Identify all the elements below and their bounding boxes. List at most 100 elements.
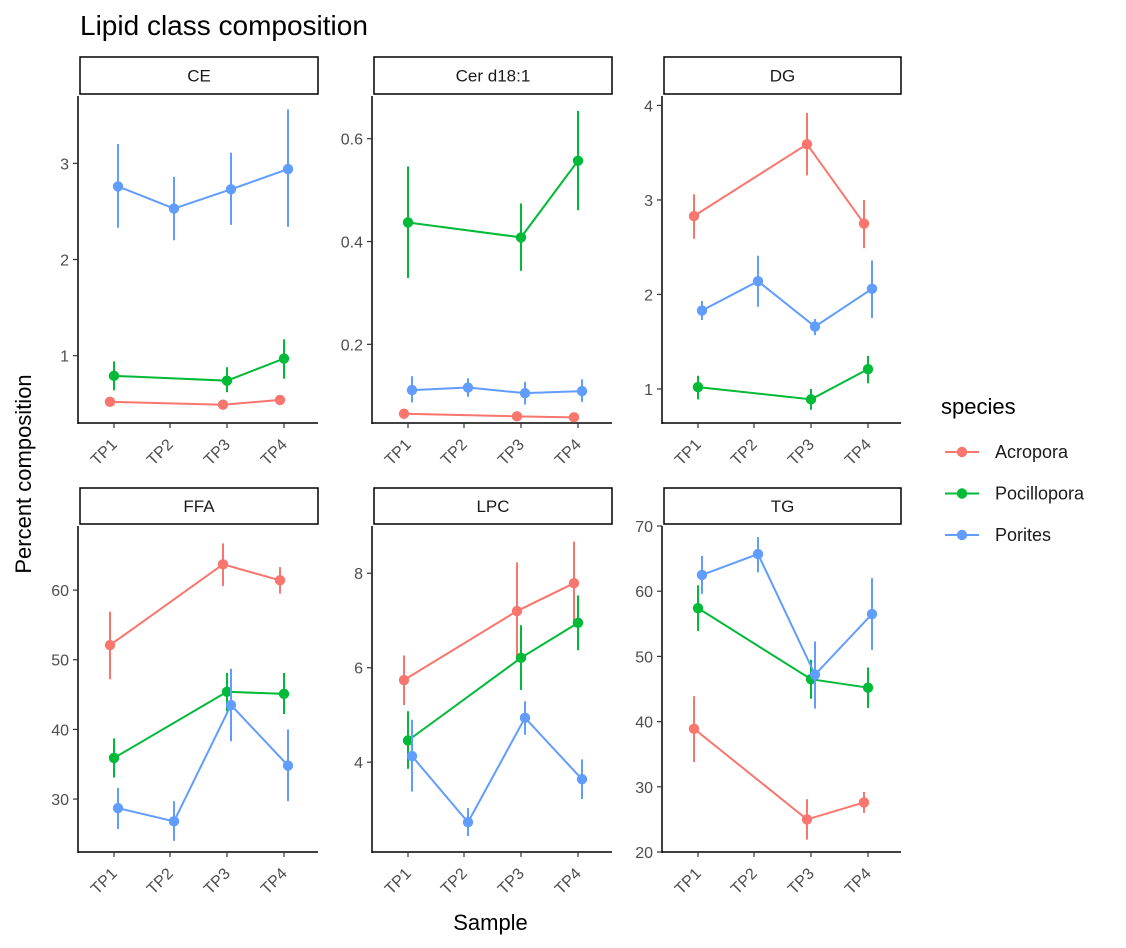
data-point-porites xyxy=(519,387,531,399)
x-tick-label-lpc: TP2 xyxy=(438,865,471,898)
strip-lpc xyxy=(373,487,613,525)
data-point-porites xyxy=(462,382,474,393)
series-pocillopora-dg xyxy=(692,355,874,410)
y-tick-label-cer-d18-1: 0.4 xyxy=(341,235,363,252)
data-point-porites xyxy=(576,385,588,397)
y-tick-label-ce: 1 xyxy=(60,349,69,366)
legend-label-porites: Porites xyxy=(995,525,1051,545)
data-point-pocillopora xyxy=(108,370,120,382)
data-point-acropora xyxy=(217,399,229,410)
x-tick-label-ffa: TP3 xyxy=(201,865,234,898)
series-porites-lpc xyxy=(406,701,588,836)
legend-item-pocillopora: Pocillopora xyxy=(945,484,1085,504)
series-line-pocillopora xyxy=(113,690,285,759)
series-line-pocillopora xyxy=(697,368,869,401)
data-point-acropora xyxy=(568,412,580,423)
panel-cer-d18-1: Cer d18:1 0.2 0.4 0.6 TP1 TP2 TP3 TP4 xyxy=(341,56,613,469)
data-point-acropora xyxy=(274,394,286,406)
data-point-porites xyxy=(696,305,708,316)
y-tick-label-ce: 3 xyxy=(60,156,69,173)
x-tick-label-lpc: TP4 xyxy=(552,865,585,898)
data-point-porites xyxy=(112,802,124,814)
series-acropora-ce xyxy=(104,394,286,410)
data-point-acropora xyxy=(274,575,286,586)
data-point-acropora xyxy=(398,408,410,419)
series-line-acropora xyxy=(693,727,865,821)
strip-label-ffa: FFA xyxy=(183,497,215,516)
data-point-acropora xyxy=(511,605,523,617)
series-line-acropora xyxy=(109,398,281,406)
series-pocillopora-ce xyxy=(108,339,290,393)
y-tick-label-lpc: 6 xyxy=(354,661,363,678)
data-point-porites xyxy=(809,321,821,332)
x-tick-label-cer-d18-1: TP2 xyxy=(438,436,471,469)
data-point-pocillopora xyxy=(278,688,290,700)
series-porites-ce xyxy=(112,109,294,241)
data-point-porites xyxy=(576,774,588,785)
y-tick-label-tg: 40 xyxy=(635,715,653,732)
data-point-porites xyxy=(519,712,531,724)
data-point-acropora xyxy=(104,639,116,651)
x-tick-label-ce: TP3 xyxy=(201,436,234,469)
legend-item-porites: Porites xyxy=(945,525,1051,545)
y-tick-label-cer-d18-1: 0.2 xyxy=(341,337,363,354)
data-point-porites xyxy=(168,816,180,827)
y-tick-label-ffa: 50 xyxy=(51,653,69,670)
data-point-acropora xyxy=(688,210,700,222)
data-point-pocillopora xyxy=(221,375,233,386)
data-point-acropora xyxy=(568,577,580,589)
x-tick-label-cer-d18-1: TP3 xyxy=(495,436,528,469)
series-line-acropora xyxy=(693,142,865,225)
data-point-porites xyxy=(866,608,878,620)
legend-item-acropora: Acropora xyxy=(945,442,1069,462)
legend-marker-pocillopora xyxy=(956,488,968,499)
series-pocillopora-ffa xyxy=(108,672,290,778)
series-line-porites xyxy=(411,386,583,395)
legend-marker-acropora xyxy=(956,446,968,458)
data-point-porites xyxy=(866,283,878,294)
series-porites-dg xyxy=(696,255,878,336)
y-tick-label-dg: 3 xyxy=(644,193,653,210)
series-porites-cer-d18-1 xyxy=(406,376,588,405)
y-tick-label-ce: 2 xyxy=(60,253,69,270)
strip-cer-d18-1 xyxy=(373,56,613,95)
panel-lpc: LPC 4 6 8 TP1 TP2 TP3 TP4 xyxy=(354,487,613,898)
strip-label-lpc: LPC xyxy=(476,497,509,516)
x-tick-label-tg: TP1 xyxy=(672,865,705,898)
legend-label-acropora: Acropora xyxy=(995,442,1069,462)
x-tick-label-tg: TP2 xyxy=(728,865,761,898)
series-line-acropora xyxy=(403,582,575,681)
data-point-porites xyxy=(406,384,418,396)
series-acropora-cer-d18-1 xyxy=(398,408,580,423)
series-acropora-dg xyxy=(688,113,870,249)
data-point-pocillopora xyxy=(805,394,817,405)
y-tick-label-ffa: 60 xyxy=(51,583,69,600)
legend: species Acropora Pocillopora Porites xyxy=(941,394,1085,545)
x-tick-label-lpc: TP3 xyxy=(495,865,528,898)
data-point-pocillopora xyxy=(692,602,704,614)
data-point-pocillopora xyxy=(862,363,874,375)
data-point-pocillopora xyxy=(221,686,233,697)
data-point-porites xyxy=(462,817,474,828)
x-tick-label-dg: TP2 xyxy=(728,436,761,469)
panel-dg: DG 1 2 3 4 TP1 TP2 TP3 TP4 xyxy=(644,56,902,469)
data-point-porites xyxy=(112,181,124,192)
series-line-porites xyxy=(117,168,289,210)
panel-ce: CE 1 2 3 TP1 TP2 TP3 TP4 xyxy=(60,56,319,469)
data-point-porites xyxy=(225,184,237,195)
y-tick-label-tg: 20 xyxy=(635,845,653,862)
series-porites-tg xyxy=(696,537,878,709)
data-point-porites xyxy=(809,669,821,680)
y-tick-label-dg: 1 xyxy=(644,382,653,399)
x-tick-label-ffa: TP1 xyxy=(88,865,121,898)
series-line-porites xyxy=(701,552,873,677)
data-point-porites xyxy=(282,163,294,175)
series-line-acropora xyxy=(403,412,575,419)
panel-ffa: FFA 30 40 50 60 TP1 TP2 TP3 TP4 xyxy=(51,487,319,898)
x-tick-label-dg: TP3 xyxy=(785,436,818,469)
series-pocillopora-lpc xyxy=(402,595,584,769)
x-tick-label-ce: TP1 xyxy=(88,436,121,469)
data-point-porites xyxy=(406,750,418,762)
data-point-porites xyxy=(696,569,708,581)
series-acropora-lpc xyxy=(398,541,580,706)
